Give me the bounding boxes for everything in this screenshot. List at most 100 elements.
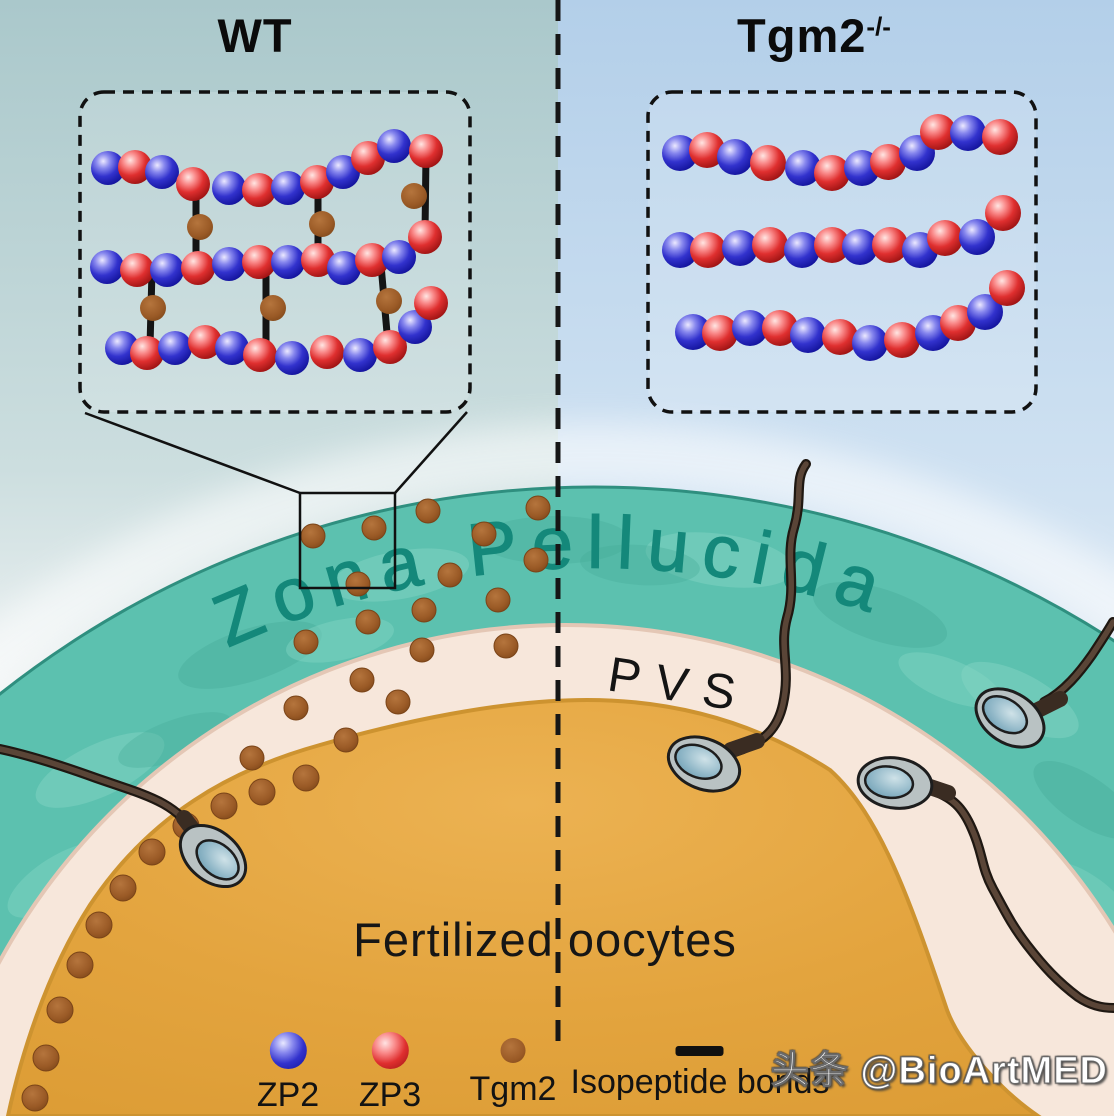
tgm2-dot bbox=[292, 764, 320, 792]
sperm-tail-core bbox=[0, 746, 200, 839]
tgm2-dot bbox=[333, 727, 359, 753]
zp3-bead bbox=[120, 253, 154, 287]
zp3-bead bbox=[176, 167, 210, 201]
sperm-midpiece bbox=[1030, 691, 1068, 718]
zp2-bead bbox=[343, 338, 377, 372]
zp2-bead bbox=[326, 155, 360, 189]
zp3-bead bbox=[130, 336, 164, 370]
tgm2-dot bbox=[293, 629, 319, 655]
zp3-bead bbox=[414, 286, 448, 320]
sperm-layer bbox=[0, 459, 1114, 1013]
zp3-bead bbox=[702, 315, 738, 351]
zp3-bead bbox=[301, 243, 335, 277]
zp2-bead bbox=[145, 155, 179, 189]
sperm-head-core bbox=[863, 765, 915, 800]
sperm-midpiece bbox=[723, 733, 765, 758]
tgm2-dot bbox=[85, 911, 113, 939]
zp3-bead bbox=[752, 227, 788, 263]
tgm2ko-title: Tgm2-/- bbox=[737, 9, 891, 62]
zp3-bead bbox=[181, 251, 215, 285]
sperm-cell bbox=[0, 744, 248, 889]
tgm2-dot bbox=[493, 633, 519, 659]
tgm2-dot bbox=[415, 498, 441, 524]
tgm2-dot bbox=[138, 838, 166, 866]
zp3-bead bbox=[242, 245, 276, 279]
zp3-bead bbox=[940, 305, 976, 341]
zp2-bead bbox=[675, 314, 711, 350]
sperm-head bbox=[974, 687, 1046, 749]
zp3-bead bbox=[351, 141, 385, 175]
legend-item-tgm2: Tgm2 bbox=[469, 1032, 557, 1109]
zp2-bead bbox=[212, 171, 246, 205]
callout-rect bbox=[298, 491, 397, 590]
zp3-bead bbox=[989, 270, 1025, 306]
zp2-bead bbox=[959, 219, 995, 255]
zp2-bead bbox=[784, 232, 820, 268]
legend-label-zp2: ZP2 bbox=[256, 1076, 320, 1114]
zp2-bead bbox=[271, 171, 305, 205]
tgm2-dot bbox=[32, 1044, 60, 1072]
tgm2-dot bbox=[300, 523, 326, 549]
zp2-bead bbox=[150, 253, 184, 287]
tgm2-dot bbox=[140, 295, 166, 321]
zp2-bead bbox=[377, 129, 411, 163]
zp3-bead bbox=[188, 325, 222, 359]
zp2-bead bbox=[785, 150, 821, 186]
tgm2-dot bbox=[66, 951, 94, 979]
tgm2-dot bbox=[109, 874, 137, 902]
zona-halo bbox=[0, 423, 1114, 695]
zp2-bead bbox=[662, 232, 698, 268]
zp2-bead bbox=[852, 325, 888, 361]
sperm-head bbox=[666, 735, 742, 793]
zp2-bead bbox=[90, 250, 124, 284]
zp3-bead bbox=[355, 243, 389, 277]
wt-title: WT bbox=[217, 9, 293, 62]
tgm2-dot bbox=[485, 587, 511, 613]
legend-item-zp2: ZP2 bbox=[257, 1032, 319, 1115]
tgm2-dot bbox=[411, 597, 437, 623]
tgm2-dot bbox=[523, 547, 549, 573]
sperm-cell bbox=[666, 459, 811, 793]
zp2-bead bbox=[722, 230, 758, 266]
tgm2-dot bbox=[187, 214, 213, 240]
zp3-bead bbox=[985, 195, 1021, 231]
zp3-bead bbox=[870, 144, 906, 180]
callout-line-right bbox=[394, 411, 468, 494]
zp2-bead bbox=[717, 139, 753, 175]
zp3-bead bbox=[300, 165, 334, 199]
tgm2-dot bbox=[376, 288, 402, 314]
zp2-bead bbox=[215, 331, 249, 365]
zp3-sphere-icon bbox=[371, 1032, 409, 1069]
zp3-bead bbox=[408, 220, 442, 254]
zp3-bead bbox=[409, 134, 443, 168]
tgm2-dots-layer bbox=[21, 495, 551, 1112]
legend-item-isopeptide: Isopeptide bonds bbox=[570, 1032, 830, 1102]
legend-label-tgm2: Tgm2 bbox=[469, 1070, 557, 1108]
callout-line-left bbox=[84, 411, 301, 495]
zp3-bead bbox=[884, 322, 920, 358]
zp3-bead bbox=[118, 150, 152, 184]
zp2-bead bbox=[327, 251, 361, 285]
zp2-bead bbox=[91, 151, 125, 185]
zona-texture bbox=[7, 516, 1114, 939]
watermark: 头条 @BioArtMED bbox=[770, 1050, 1108, 1093]
tgm2-dot bbox=[239, 745, 265, 771]
zp3-bead bbox=[814, 227, 850, 263]
tgm2-dot bbox=[248, 778, 276, 806]
zp2-bead bbox=[950, 115, 986, 151]
sperm-head-core bbox=[674, 743, 723, 780]
zp3-bead bbox=[762, 310, 798, 346]
zp2-bead bbox=[382, 240, 416, 274]
zp2-bead bbox=[732, 310, 768, 346]
sperm-head bbox=[178, 823, 248, 889]
zp2-bead bbox=[398, 310, 432, 344]
tgm2-dot bbox=[355, 609, 381, 635]
zp2-bead bbox=[967, 294, 1003, 330]
tgm2-dot bbox=[46, 996, 74, 1024]
tgm2-dot bbox=[401, 183, 427, 209]
knockout-superscript: -/- bbox=[866, 11, 891, 42]
tgm2-dot bbox=[260, 295, 286, 321]
legend-label-isopeptide: Isopeptide bonds bbox=[570, 1063, 830, 1101]
zp3-bead bbox=[872, 227, 908, 263]
